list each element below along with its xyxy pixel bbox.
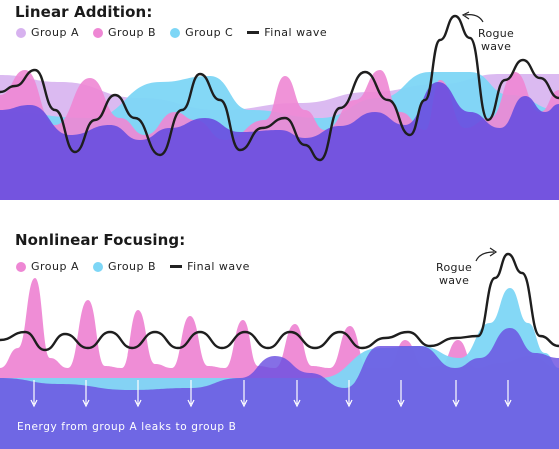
energy-arrowhead — [187, 399, 195, 408]
rogue-label-line1: Rogue — [478, 27, 515, 40]
group-c-swatch — [170, 27, 181, 38]
group-b-swatch — [93, 261, 104, 272]
rogue-label-line2: wave — [438, 274, 470, 287]
group-a-swatch — [16, 27, 26, 38]
linear-title: Linear Addition: — [15, 3, 153, 21]
legend-item-group-a: Group A — [16, 26, 79, 39]
linear-legend: Group A Group B Group C Final wave — [16, 26, 341, 39]
group-b-swatch — [93, 27, 104, 38]
group-a-swatch — [16, 261, 26, 272]
linear-addition-panel: Linear Addition: Group A Group B Group C… — [0, 0, 559, 200]
nonlinear-title: Nonlinear Focusing: — [15, 231, 186, 249]
energy-arrowhead — [452, 399, 460, 408]
energy-leak-arrows — [30, 380, 512, 408]
rogue-wave-label: Rogue wave — [436, 261, 472, 287]
rogue-arrowhead — [489, 247, 498, 257]
legend-label: Group A — [31, 26, 80, 39]
legend-item-group-b: Group B — [93, 260, 156, 273]
legend-label: Group A — [31, 260, 80, 273]
energy-arrowhead — [134, 399, 142, 408]
final-wave-line — [0, 14, 559, 162]
rogue-wave-label: Rogue wave — [478, 27, 514, 53]
legend-item-final-wave: Final wave — [170, 260, 250, 273]
legend-label: Group C — [185, 26, 234, 39]
nonlinear-wave-canvas — [0, 247, 559, 449]
legend-item-group-a: Group A — [16, 260, 79, 273]
energy-arrowhead — [30, 399, 38, 408]
rogue-arrow — [475, 251, 495, 262]
energy-arrowhead — [397, 399, 405, 408]
energy-arrowhead — [504, 399, 512, 408]
legend-label: Group B — [108, 26, 157, 39]
legend-item-group-c: Group C — [170, 26, 233, 39]
legend-label: Final wave — [187, 260, 250, 273]
base-wave-fill — [0, 328, 559, 449]
linear-wave-canvas — [0, 11, 559, 200]
nonlinear-focusing-panel: Nonlinear Focusing: Group A Group B Fina… — [0, 228, 559, 449]
energy-arrowhead — [293, 399, 301, 408]
rogue-label-line1: Rogue — [436, 261, 473, 274]
final-wave-line — [0, 252, 559, 352]
energy-arrowhead — [82, 399, 90, 408]
energy-arrowhead — [240, 399, 248, 408]
final-wave-swatch — [247, 31, 260, 34]
legend-label: Final wave — [264, 26, 328, 39]
rogue-arrowhead — [461, 11, 470, 20]
energy-caption: Energy from group A leaks to group B — [17, 421, 237, 433]
legend-label: Group B — [108, 260, 157, 273]
legend-item-group-b: Group B — [93, 26, 156, 39]
nonlinear-legend: Group A Group B Final wave — [16, 260, 264, 273]
energy-arrowhead — [345, 399, 353, 408]
rogue-arrow — [464, 14, 484, 23]
rogue-label-line2: wave — [480, 40, 512, 53]
legend-item-final-wave: Final wave — [247, 26, 327, 39]
final-wave-swatch — [170, 265, 183, 268]
